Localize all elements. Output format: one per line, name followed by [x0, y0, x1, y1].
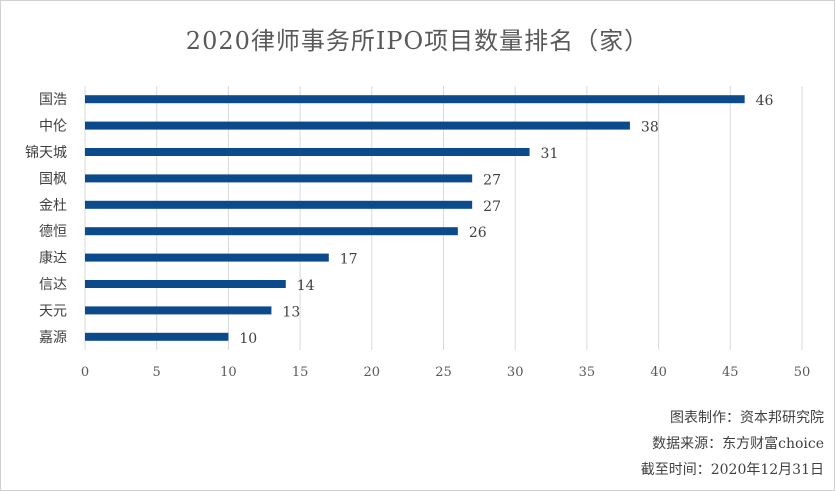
- category-label: 德恒: [39, 224, 67, 240]
- data-label: 10: [239, 331, 257, 347]
- bar: [85, 253, 329, 262]
- x-tick-labels: 0 5 10 15 20 25 30 35 40 45 50: [81, 365, 810, 380]
- data-label: 14: [297, 278, 315, 294]
- category-label: 康达: [39, 250, 67, 267]
- x-tick-label: 5: [153, 365, 161, 380]
- data-label: 27: [483, 199, 501, 215]
- data-label: 13: [282, 304, 300, 320]
- data-label: 26: [469, 225, 487, 241]
- category-label: 国浩: [39, 92, 67, 108]
- category-label: 金杜: [39, 198, 67, 214]
- category-label: 信达: [39, 277, 67, 293]
- bar: [85, 174, 473, 183]
- x-tick-label: 45: [722, 365, 739, 380]
- footer-date: 截至时间：2020年12月31日: [640, 462, 824, 478]
- bar: [85, 200, 473, 209]
- footer-source: 数据来源：东方财富choice: [652, 436, 824, 452]
- value-labels: 46 38 31 27 27 26 17 14 13 10: [239, 93, 773, 347]
- bars: [85, 95, 745, 341]
- x-tick-label: 30: [507, 365, 524, 380]
- bar: [85, 332, 229, 341]
- chart-footer: 图表制作：资本邦研究院 数据来源：东方财富choice 截至时间：2020年12…: [641, 405, 824, 483]
- category-label: 国枫: [39, 171, 67, 187]
- data-label: 46: [756, 93, 774, 109]
- chart-title: 2020律师事务所IPO项目数量排名（家）: [185, 27, 650, 55]
- bar: [85, 121, 630, 130]
- category-label: 锦天城: [25, 144, 67, 161]
- x-tick-label: 15: [292, 365, 309, 380]
- x-tick-label: 0: [81, 365, 89, 380]
- category-label: 嘉源: [39, 330, 67, 346]
- data-label: 31: [541, 146, 559, 162]
- bar: [85, 227, 458, 236]
- bar: [85, 280, 286, 288]
- x-tick-label: 40: [650, 365, 667, 380]
- data-label: 17: [340, 252, 358, 268]
- bar: [85, 148, 530, 156]
- data-label: 27: [483, 172, 501, 188]
- data-label: 38: [641, 120, 659, 136]
- bar: [85, 306, 272, 315]
- category-label: 中伦: [39, 119, 67, 135]
- x-tick-label: 25: [435, 365, 452, 380]
- footer-maker: 图表制作：资本邦研究院: [670, 410, 824, 426]
- category-label: 天元: [39, 303, 67, 319]
- x-tick-label: 10: [220, 365, 237, 380]
- x-tick-label: 50: [794, 365, 811, 380]
- x-tick-label: 20: [364, 365, 381, 380]
- gridlines: [84, 86, 803, 350]
- x-tick-label: 35: [579, 365, 596, 380]
- bar: [85, 95, 745, 104]
